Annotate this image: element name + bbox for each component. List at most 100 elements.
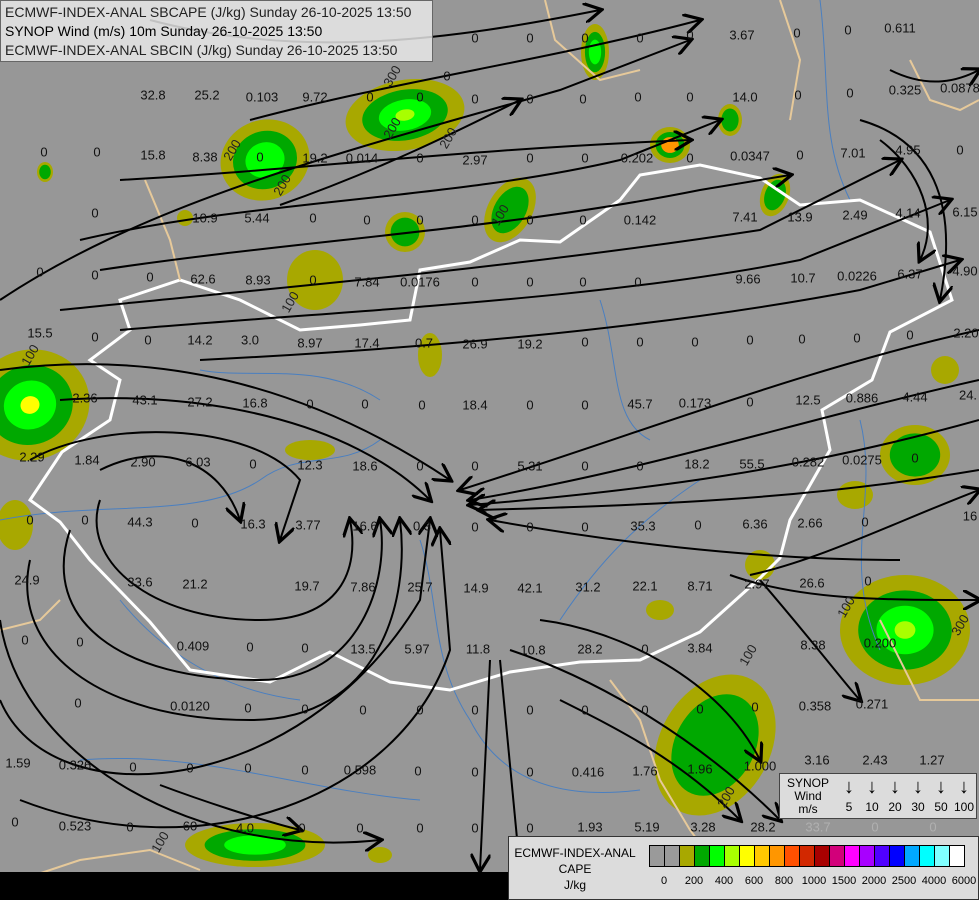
station-value: 0 <box>471 212 479 228</box>
station-value: 2.97 <box>462 152 488 168</box>
station-value: 7.84 <box>354 274 380 290</box>
color-scale-tick: 400 <box>714 875 734 887</box>
streamline <box>119 140 690 181</box>
station-value: 0 <box>309 272 317 288</box>
color-scale-tick: 800 <box>774 875 794 887</box>
station-value: 0 <box>526 30 534 46</box>
cape-area <box>285 440 335 460</box>
station-value: 0 <box>794 87 802 103</box>
station-value: 0 <box>579 91 587 107</box>
station-value: 2.43 <box>862 752 888 768</box>
wind-arrow-icon: ↓ <box>867 776 877 798</box>
streamline <box>470 419 979 505</box>
station-value: 0 <box>853 330 861 346</box>
station-value: 3.67 <box>729 27 755 43</box>
streamline <box>29 431 302 540</box>
station-value: 0 <box>906 327 914 343</box>
station-value: 0 <box>641 702 649 718</box>
streamline <box>79 120 720 241</box>
station-value: 14.0 <box>732 89 758 105</box>
station-value: 25.7 <box>407 579 433 595</box>
color-swatch <box>785 846 800 866</box>
station-value: 0 <box>846 85 854 101</box>
station-value: 3.84 <box>687 640 713 656</box>
river <box>119 599 301 701</box>
station-value: 0.0878 <box>940 80 979 96</box>
station-value: 0.611 <box>884 20 916 36</box>
synop-wind-legend: SYNOP Wind m/s ↓ 5 ↓ 10 ↓ 20 ↓ 30 ↓ 50 ↓ 100 <box>779 773 977 819</box>
color-swatch <box>710 846 725 866</box>
station-value: 15.5 <box>27 325 53 341</box>
streamline <box>499 659 520 870</box>
station-value: 0.0176 <box>400 274 440 290</box>
station-value: 19.7 <box>294 578 320 594</box>
station-value: 62.6 <box>190 271 216 287</box>
station-value: 28.2 <box>750 819 776 835</box>
station-value: 0 <box>746 394 754 410</box>
streamline <box>480 659 491 870</box>
station-value: 0.0120 <box>170 698 210 714</box>
station-value: 16 <box>962 508 978 524</box>
station-value: 33.6 <box>127 574 153 590</box>
color-swatch <box>830 846 845 866</box>
station-value: 0 <box>956 142 964 158</box>
station-value: 4.44 <box>902 389 928 405</box>
station-value: 0 <box>91 267 99 283</box>
streamline <box>199 260 960 361</box>
station-value: 18.6 <box>352 458 378 474</box>
station-value: 0 <box>76 634 84 650</box>
station-value: 0 <box>798 331 806 347</box>
station-value: 0 <box>694 517 702 533</box>
station-value: 0 <box>191 515 199 531</box>
streamline <box>119 200 950 331</box>
color-scale-tick: 2500 <box>891 875 917 887</box>
streamline <box>0 363 450 480</box>
station-value: 5.44 <box>244 210 270 226</box>
station-value: 19.2 <box>517 336 543 352</box>
station-value: 33.7 <box>805 819 831 835</box>
streamline <box>159 784 300 830</box>
speed-label: 30 <box>911 800 925 814</box>
streamline <box>0 520 430 776</box>
station-value: 0 <box>686 150 694 166</box>
station-value: 10.9 <box>192 210 218 226</box>
color-swatch <box>875 846 890 866</box>
station-value: 19.2 <box>302 150 328 166</box>
station-value: 1.27 <box>919 752 945 768</box>
station-value: 0 <box>356 820 364 836</box>
color-scale-ticks: 0 200 400 600 800 1000 1500 2000 2500 4000 6000 <box>649 875 976 891</box>
station-value: 10.8 <box>520 642 546 658</box>
river <box>819 0 851 201</box>
station-value: 0 <box>526 274 534 290</box>
wind-arrow-icon: ↓ <box>936 776 946 798</box>
station-value: 45.7 <box>627 396 653 412</box>
station-value: 0 <box>581 702 589 718</box>
station-value: 0.0275 <box>842 452 882 468</box>
color-scale-tick: 6000 <box>951 875 977 887</box>
unit-label: m/s <box>798 802 818 816</box>
station-value: 0 <box>636 30 644 46</box>
station-value: 0 <box>471 519 479 535</box>
station-value: 12.3 <box>297 457 323 473</box>
cape-area <box>20 396 40 414</box>
wind-arrow-icon: ↓ <box>844 776 854 798</box>
speed-label: 5 <box>845 800 853 814</box>
river <box>599 299 651 441</box>
station-value: 0 <box>144 332 152 348</box>
station-value: 0 <box>526 91 534 107</box>
streamline <box>99 175 790 271</box>
station-value: 6.37 <box>897 266 923 282</box>
station-value: 8.71 <box>687 578 713 594</box>
station-value: 2.97 <box>744 576 770 592</box>
streamline <box>249 20 700 121</box>
station-value: 0 <box>11 814 19 830</box>
station-value: 31.2 <box>575 579 601 595</box>
station-value: 0.0347 <box>730 148 770 164</box>
legend-source: ECMWF-INDEX-ANAL <box>514 846 636 860</box>
station-value: 0 <box>416 150 424 166</box>
station-value: 4.14 <box>895 205 921 221</box>
streamline <box>859 119 946 300</box>
station-value: 0 <box>581 334 589 350</box>
